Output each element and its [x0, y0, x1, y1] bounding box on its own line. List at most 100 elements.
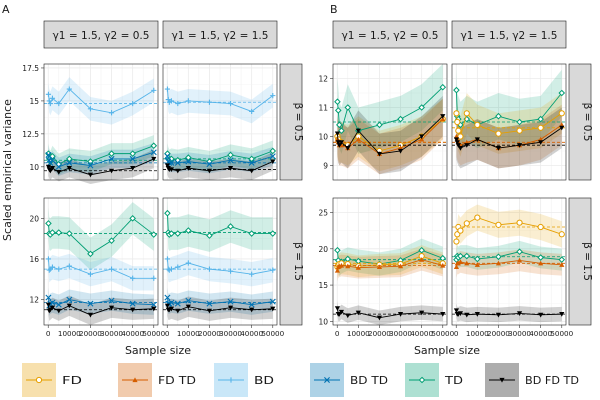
x-tick-label: 30000 [100, 329, 123, 338]
y-tick-label: 10 [318, 317, 328, 326]
point-td [338, 127, 345, 135]
legend-label: BD FD TD [525, 374, 579, 387]
legend-label: BD TD [350, 374, 388, 387]
band-bdfdtd [167, 295, 273, 321]
point-td [129, 215, 136, 222]
band-td [337, 64, 443, 154]
x-tick-label: 20000 [368, 329, 391, 338]
legend-marker [228, 377, 234, 383]
point-bdfdtd [130, 166, 136, 171]
chart-b: Bγ1 = 1.5, γ2 = 0.5 γ1 = 1.5, γ2 = 1.5 β =… [318, 3, 593, 338]
point-td [168, 230, 175, 237]
point-bdfdtd [559, 125, 565, 131]
panel-border [43, 197, 159, 326]
point-td [516, 118, 523, 126]
column-strip [43, 20, 159, 49]
point-fd [495, 130, 502, 137]
point-bdfdtd [185, 166, 191, 171]
band-bdtd [48, 143, 154, 177]
point-bdfdtd [345, 313, 351, 319]
row-strip-label: β = 1.5 [581, 242, 593, 281]
legend: FD FD TD BD BD TD TD BD FD TD [22, 363, 579, 397]
point-bdfdtd [355, 310, 361, 316]
point-bdfdtd [151, 156, 157, 162]
x-tick-label: 50000 [261, 329, 284, 338]
band-bdfdtd [167, 152, 273, 180]
point-td [129, 150, 136, 157]
point-bd [45, 256, 52, 262]
point-td [474, 255, 481, 263]
row-strip-label: β = 0.5 [292, 103, 304, 142]
point-bdtd [269, 153, 276, 160]
point-fd [516, 127, 523, 134]
band-td [337, 238, 443, 277]
point-bdfdtd [338, 140, 345, 145]
point-td [453, 86, 460, 94]
facet-r1-c2 [451, 63, 567, 181]
point-fd [463, 220, 470, 227]
point-bd [270, 93, 276, 99]
point-td [87, 250, 94, 258]
point-bdfdtd [175, 168, 181, 174]
point-td [269, 230, 277, 237]
point-td [174, 230, 182, 237]
point-bd [227, 268, 234, 274]
point-bd [164, 256, 171, 262]
point-bdfdtd [454, 140, 460, 145]
chart-a: Aγ1 = 1.5, γ2 = 0.5 γ1 = 1.5, γ2 = 1.5 β =… [2, 3, 304, 338]
y-tick-label: 9 [323, 162, 328, 171]
point-bd [168, 266, 175, 272]
point-bdfdtd [108, 168, 115, 174]
column-strip [332, 20, 448, 49]
point-bdfdtd [168, 306, 175, 312]
column-strip-label: γ1 = 1.5, γ2 = 1.5 [461, 30, 558, 42]
y-tick-label: 12 [29, 296, 39, 305]
point-fdtd [538, 260, 544, 266]
point-fdtd [419, 257, 425, 262]
point-bdtd [55, 301, 62, 308]
point-bdfdtd [336, 143, 342, 148]
point-bdtd [108, 297, 115, 304]
point-fd [455, 127, 462, 134]
point-fdtd [455, 260, 461, 266]
point-bdfdtd [455, 143, 461, 148]
panel-label: B [330, 3, 338, 16]
legend-label: TD [444, 374, 463, 387]
point-td [495, 112, 502, 120]
row-strip [568, 197, 592, 326]
point-td [185, 154, 192, 161]
legend-item-bd: BD [214, 363, 274, 397]
point-fd [558, 110, 565, 117]
point-bdfdtd [559, 312, 565, 317]
point-bdtd [66, 296, 73, 303]
row-strip [279, 197, 303, 326]
point-td [49, 152, 56, 160]
band-fd [337, 98, 443, 172]
band-bdtd [167, 147, 273, 174]
panel-border [332, 63, 448, 181]
x-tick-label: 0 [335, 329, 340, 338]
series-line-fd [455, 112, 563, 138]
row-strip [279, 63, 303, 181]
point-bdfdtd [87, 312, 94, 318]
point-fd [457, 227, 464, 234]
point-bdfdtd [464, 143, 470, 148]
band-fd [337, 245, 443, 278]
panel-border [43, 63, 159, 181]
legend-marker [132, 377, 138, 383]
panel-border [451, 197, 567, 326]
point-td [150, 231, 158, 238]
row-strip-label: β = 1.5 [292, 242, 304, 281]
point-td [49, 229, 56, 236]
panel-border [451, 63, 567, 181]
point-bdfdtd [185, 304, 191, 310]
band-bdfdtd [337, 95, 443, 175]
point-td [227, 151, 234, 159]
legend-marker [418, 376, 426, 384]
legend-item-fd: FD [22, 363, 82, 397]
point-fd [516, 219, 523, 226]
point-td [376, 121, 383, 129]
